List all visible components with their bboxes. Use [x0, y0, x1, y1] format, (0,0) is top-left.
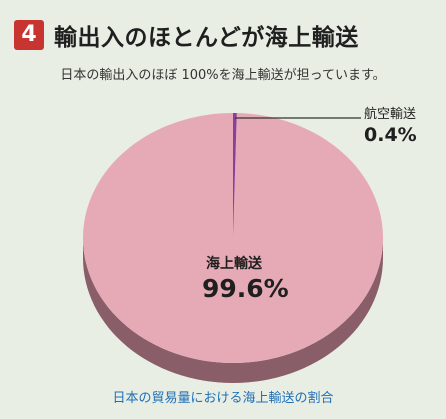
- pie-side-extrusion: [83, 238, 383, 383]
- pie-labels: 航空輸送 0.4% 海上輸送 99.6%: [202, 106, 417, 303]
- slice-value-sea: 99.6%: [202, 274, 289, 303]
- slice-value-air: 0.4%: [364, 124, 417, 146]
- slice-label-sea: 海上輸送: [206, 255, 263, 272]
- pie-top-face: [83, 113, 384, 364]
- section-number-badge: 4: [14, 20, 44, 50]
- pie-slice-air: [233, 113, 237, 238]
- pie-side-face: [83, 238, 383, 383]
- section-header: 4 輸出入のほとんどが海上輸送: [14, 18, 359, 52]
- page-title: 輸出入のほとんどが海上輸送: [54, 25, 359, 51]
- subtitle: 日本の輸出入のほぼ 100%を海上輸送が担っています。: [60, 68, 386, 83]
- slice-label-air: 航空輸送: [364, 106, 416, 122]
- pie-slice-sea: [83, 113, 384, 364]
- chart-caption: 日本の貿易量における海上輸送の割合: [112, 391, 334, 406]
